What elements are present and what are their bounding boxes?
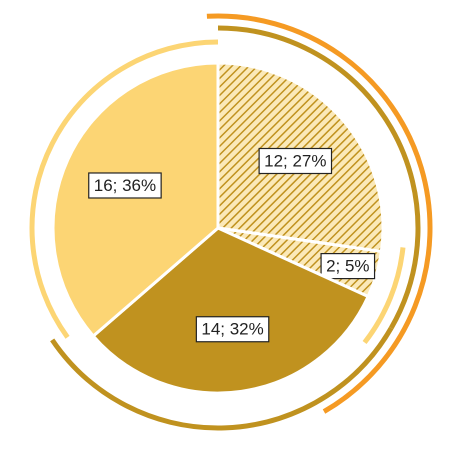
- data-label-box: [88, 172, 162, 199]
- pie-slice: [91, 226, 371, 395]
- data-label-box: [258, 147, 333, 175]
- outer-arc: [206, 13, 433, 414]
- outer-arc: [29, 39, 219, 339]
- data-label: 2; 5%: [326, 257, 369, 276]
- data-label: 14; 32%: [201, 320, 263, 339]
- data-label-box: [320, 253, 376, 280]
- data-label: 16; 36%: [94, 176, 156, 195]
- outer-arc: [217, 25, 421, 330]
- data-label-box: [195, 316, 270, 343]
- outer-arc: [50, 326, 394, 431]
- data-label: 12; 27%: [264, 151, 326, 170]
- outer-arc: [362, 247, 406, 345]
- pie-slice: [51, 61, 220, 339]
